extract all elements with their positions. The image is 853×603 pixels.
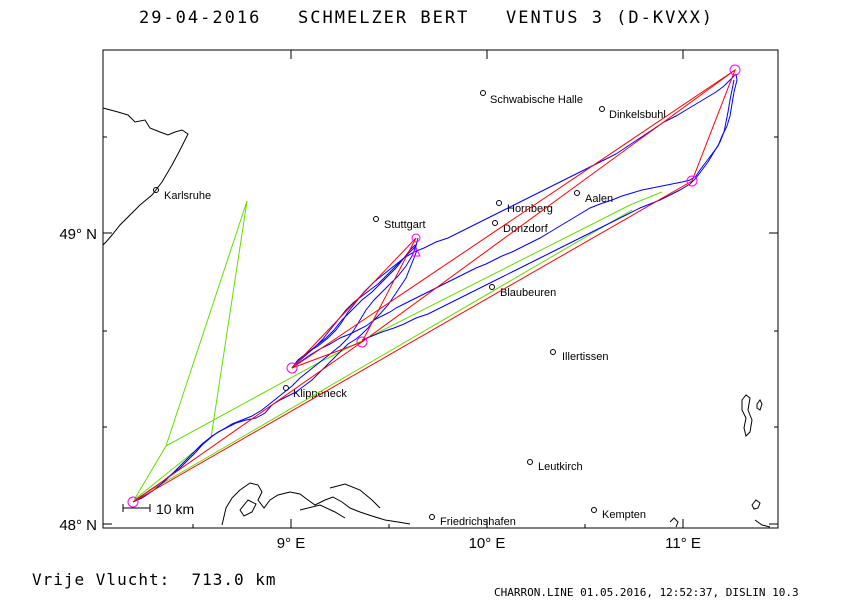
- town-marker: [527, 459, 533, 465]
- town-label: Hornberg: [507, 203, 553, 215]
- town-marker: [496, 200, 502, 206]
- distance-summary: Vrije Vlucht: 713.0 km: [32, 570, 277, 589]
- town-marker: [373, 216, 379, 222]
- page-title: 29-04-2016 SCHMELZER BERT VENTUS 3 (D-KV…: [0, 8, 853, 28]
- turnpoint-marker: [286, 362, 298, 374]
- town-label: Friedrichshafen: [440, 516, 516, 528]
- lat-label-48: 48° N: [59, 517, 97, 534]
- fai-triangle: [133, 191, 663, 501]
- pilot-name: SCHMELZER BERT: [298, 8, 470, 28]
- town-marker: [480, 90, 486, 96]
- turnpoint-marker: [411, 233, 421, 243]
- town-label: Leutkirch: [538, 461, 583, 473]
- border-lines: [102, 107, 771, 528]
- turnpoint-marker: [686, 175, 698, 187]
- finish-marker: [411, 246, 421, 257]
- town-marker: [492, 220, 498, 226]
- town-label: Stuttgart: [384, 219, 426, 231]
- town-marker: [489, 284, 495, 290]
- lon-label-10: 10° E: [469, 535, 506, 552]
- town-marker: [429, 514, 435, 520]
- axis-ticks: [103, 50, 778, 528]
- town-label: Dinkelsbuhl: [609, 109, 666, 121]
- map-border: [102, 49, 779, 529]
- flight-track: [132, 73, 738, 503]
- lon-label-9: 9° E: [277, 535, 306, 552]
- town-marker: [591, 507, 597, 513]
- town-label: Karlsruhe: [164, 190, 211, 202]
- footer-info: CHARRON.LINE 01.05.2016, 12:52:37, DISLI…: [494, 586, 799, 599]
- lon-label-11: 11° E: [665, 535, 701, 552]
- town-label: Donzdorf: [503, 223, 549, 235]
- town-label: Kempten: [602, 509, 646, 521]
- glider-name: VENTUS 3 (D-KVXX): [506, 8, 715, 28]
- town-marker: [574, 190, 580, 196]
- turnpoint-marker: [127, 496, 139, 508]
- task-lines: [132, 68, 737, 503]
- flight-date: 29-04-2016: [138, 8, 262, 28]
- distance-value: 713.0 km: [191, 570, 277, 589]
- town-marker: [599, 106, 605, 112]
- town-marker: [153, 187, 159, 193]
- scale-label: 10 km: [156, 501, 194, 517]
- town-label: Illertissen: [562, 351, 608, 363]
- town-label: Blaubeuren: [500, 287, 556, 299]
- turnpoints: [127, 64, 741, 508]
- lat-label-49: 49° N: [59, 226, 97, 243]
- town-label: Aalen: [585, 193, 613, 205]
- town-label: Schwabische Halle: [490, 94, 583, 106]
- distance-label: Vrije Vlucht:: [32, 570, 171, 589]
- town-marker: [550, 349, 556, 355]
- turnpoint-marker: [729, 64, 741, 76]
- turnpoint-marker: [356, 336, 368, 348]
- scale-bar: [122, 504, 151, 512]
